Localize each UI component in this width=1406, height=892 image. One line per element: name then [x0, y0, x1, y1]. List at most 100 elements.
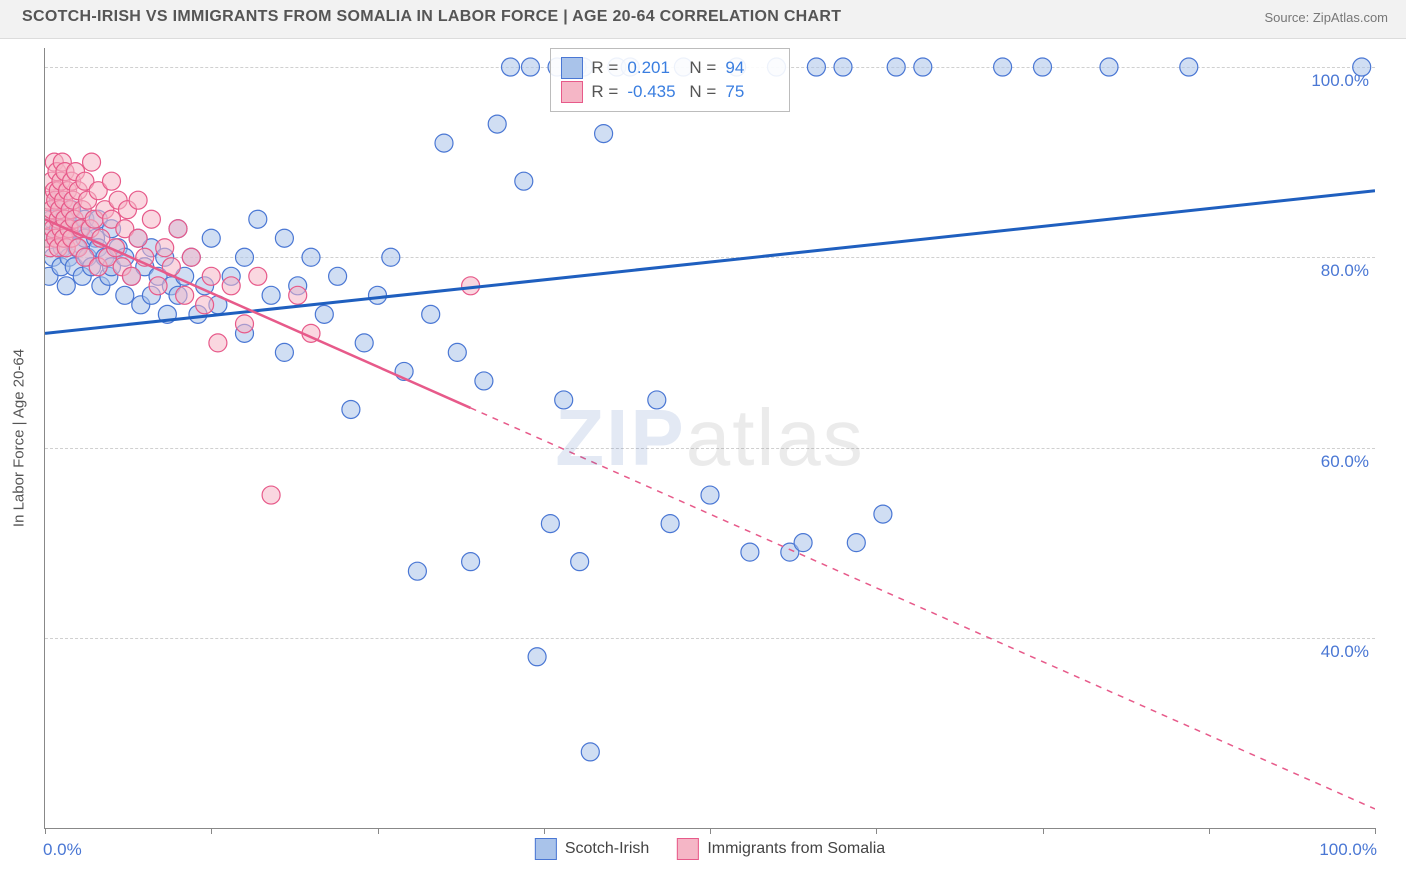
- stats-legend: R = 0.201 N = 94 R = -0.435 N = 75: [550, 48, 790, 112]
- x-tick: [211, 828, 212, 834]
- scatter-point: [57, 277, 75, 295]
- scatter-point: [262, 486, 280, 504]
- scatter-point: [874, 505, 892, 523]
- scatter-point: [794, 534, 812, 552]
- scatter-point: [149, 277, 167, 295]
- legend-swatch: [561, 57, 583, 79]
- scatter-point: [169, 220, 187, 238]
- n-value: 94: [725, 58, 779, 78]
- scatter-point: [581, 743, 599, 761]
- scatter-point: [521, 58, 539, 76]
- trend-line: [45, 219, 471, 408]
- x-axis-label-left: 0.0%: [43, 840, 82, 860]
- bottom-legend: Scotch-Irish Immigrants from Somalia: [535, 838, 885, 860]
- legend-swatch: [677, 838, 699, 860]
- scatter-point: [249, 267, 267, 285]
- r-label: R =: [591, 82, 619, 102]
- scatter-point: [176, 286, 194, 304]
- scatter-point: [887, 58, 905, 76]
- scatter-point: [515, 172, 533, 190]
- scatter-point: [595, 125, 613, 143]
- scatter-point: [196, 296, 214, 314]
- scatter-point: [488, 115, 506, 133]
- scatter-point: [103, 172, 121, 190]
- x-tick: [1043, 828, 1044, 834]
- scatter-point: [182, 248, 200, 266]
- r-value: 0.201: [627, 58, 681, 78]
- scatter-point: [289, 286, 307, 304]
- chart-title: SCOTCH-IRISH VS IMMIGRANTS FROM SOMALIA …: [22, 8, 841, 26]
- chart-svg: [45, 48, 1375, 828]
- scatter-point: [914, 58, 932, 76]
- trend-line-dashed: [471, 408, 1375, 809]
- r-label: R =: [591, 58, 619, 78]
- x-tick: [1375, 828, 1376, 834]
- legend-swatch: [561, 81, 583, 103]
- scatter-point: [502, 58, 520, 76]
- legend-label: Immigrants from Somalia: [707, 840, 885, 858]
- scatter-point: [355, 334, 373, 352]
- scatter-point: [142, 210, 160, 228]
- scatter-point: [122, 267, 140, 285]
- scatter-point: [1353, 58, 1371, 76]
- legend-swatch: [535, 838, 557, 860]
- scatter-point: [369, 286, 387, 304]
- scatter-point: [701, 486, 719, 504]
- scatter-point: [129, 229, 147, 247]
- r-value: -0.435: [627, 82, 681, 102]
- stats-legend-row: R = 0.201 N = 94: [561, 57, 779, 79]
- scatter-point: [435, 134, 453, 152]
- scatter-point: [741, 543, 759, 561]
- scatter-point: [236, 315, 254, 333]
- scatter-point: [475, 372, 493, 390]
- x-tick: [45, 828, 46, 834]
- scatter-point: [275, 229, 293, 247]
- scatter-point: [222, 277, 240, 295]
- x-tick: [876, 828, 877, 834]
- n-label: N =: [689, 58, 717, 78]
- scatter-point: [555, 391, 573, 409]
- source-label: Source: ZipAtlas.com: [1264, 10, 1388, 25]
- bottom-legend-item: Immigrants from Somalia: [677, 838, 885, 860]
- scatter-point: [648, 391, 666, 409]
- plot-area: In Labor Force | Age 20-64 40.0%60.0%80.…: [44, 48, 1375, 829]
- scatter-point: [422, 305, 440, 323]
- scatter-point: [994, 58, 1012, 76]
- scatter-point: [209, 334, 227, 352]
- scatter-point: [156, 239, 174, 257]
- y-axis-title: In Labor Force | Age 20-64: [11, 349, 28, 527]
- scatter-point: [661, 515, 679, 533]
- scatter-point: [275, 343, 293, 361]
- scatter-point: [83, 153, 101, 171]
- scatter-point: [129, 191, 147, 209]
- legend-label: Scotch-Irish: [565, 840, 649, 858]
- scatter-point: [462, 553, 480, 571]
- x-tick: [710, 828, 711, 834]
- scatter-point: [528, 648, 546, 666]
- scatter-point: [202, 229, 220, 247]
- scatter-point: [847, 534, 865, 552]
- scatter-point: [342, 400, 360, 418]
- x-tick: [544, 828, 545, 834]
- n-value: 75: [725, 82, 779, 102]
- x-axis-label-right: 100.0%: [1319, 840, 1377, 860]
- scatter-point: [249, 210, 267, 228]
- scatter-point: [1100, 58, 1118, 76]
- scatter-point: [236, 248, 254, 266]
- scatter-point: [448, 343, 466, 361]
- stats-legend-row: R = -0.435 N = 75: [561, 81, 779, 103]
- header-bar: SCOTCH-IRISH VS IMMIGRANTS FROM SOMALIA …: [0, 0, 1406, 39]
- n-label: N =: [689, 82, 717, 102]
- scatter-point: [202, 267, 220, 285]
- bottom-legend-item: Scotch-Irish: [535, 838, 649, 860]
- scatter-point: [116, 286, 134, 304]
- scatter-point: [382, 248, 400, 266]
- scatter-point: [1180, 58, 1198, 76]
- scatter-point: [315, 305, 333, 323]
- scatter-point: [408, 562, 426, 580]
- scatter-point: [807, 58, 825, 76]
- scatter-point: [329, 267, 347, 285]
- scatter-point: [262, 286, 280, 304]
- scatter-point: [571, 553, 589, 571]
- scatter-point: [1034, 58, 1052, 76]
